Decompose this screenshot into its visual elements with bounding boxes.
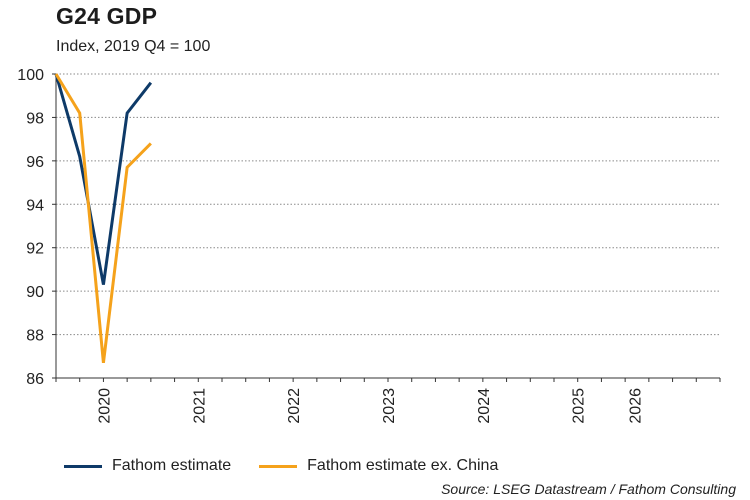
x-tick-label: 2023 <box>381 388 398 424</box>
legend-swatch-fathom-estimate-ex-china <box>259 464 298 468</box>
y-tick-label: 94 <box>26 197 44 214</box>
x-tick-label: 2026 <box>628 388 645 424</box>
y-tick-label: 100 <box>17 67 44 84</box>
legend-label: Fathom estimate <box>112 457 232 474</box>
axes: 86 88 90 92 94 96 98 100 2020 2021 2022 2023 2024 202… <box>17 67 721 424</box>
y-tick-label: 88 <box>26 328 44 345</box>
y-tick-label: 96 <box>26 154 44 171</box>
chart-title: G24 GDP <box>56 3 158 29</box>
y-tick-label: 92 <box>26 241 44 258</box>
x-tick-label: 2025 <box>571 388 588 424</box>
y-tick-label: 86 <box>26 371 44 388</box>
x-tick-label: 2021 <box>191 388 208 424</box>
series-lines <box>54 73 153 363</box>
legend-swatch-fathom-estimate <box>64 464 102 468</box>
x-tick-label: 2022 <box>286 388 303 424</box>
source-note: Source: LSEG Datastream / Fathom Consult… <box>441 481 736 497</box>
legend-item: Fathom estimate ex. China <box>259 457 498 475</box>
legend-item: Fathom estimate <box>64 457 231 475</box>
series-line-fathom-estimate <box>54 73 153 285</box>
y-tick-label: 98 <box>26 110 44 127</box>
gridlines <box>56 73 720 336</box>
y-tick-label: 90 <box>26 284 44 301</box>
x-tick-label: 2024 <box>476 388 493 424</box>
legend-label: Fathom estimate ex. China <box>307 457 499 474</box>
legend: Fathom estimate Fathom estimate ex. Chin… <box>64 457 526 475</box>
chart-subtitle: Index, 2019 Q4 = 100 <box>56 38 211 55</box>
x-tick-label: 2020 <box>96 388 113 424</box>
series-line-fathom-estimate-ex-china <box>54 73 152 363</box>
